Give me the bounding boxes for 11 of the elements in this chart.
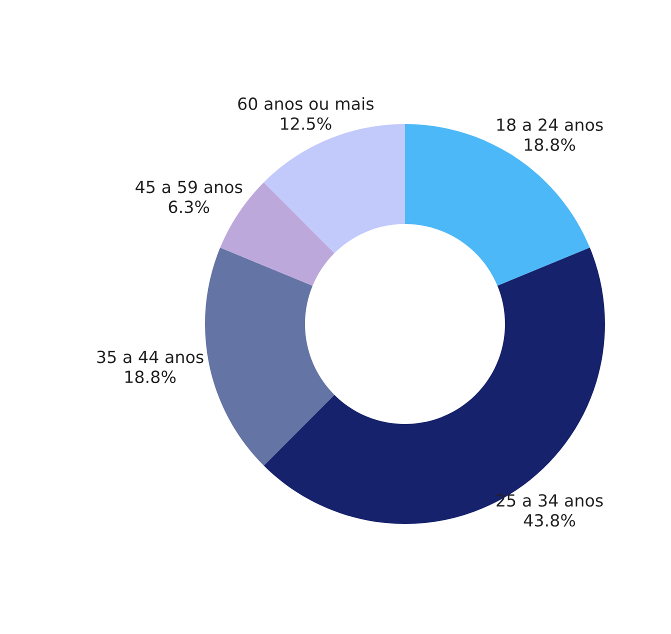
slice-label: 45 a 59 anos xyxy=(136,180,242,194)
data-label: 12.5% xyxy=(281,117,332,130)
data-label: 43.8% xyxy=(524,514,576,527)
slice-label: 18 a 24 anos xyxy=(497,118,603,132)
slice-label: 60 anos ou mais xyxy=(238,97,374,110)
data-label: 18.8% xyxy=(524,138,576,151)
data-label: 18.8% xyxy=(125,370,176,384)
slice-label: 35 a 44 anos xyxy=(97,350,204,364)
data-label: 6.3% xyxy=(168,200,210,214)
slice-label: 25 a 34 anos xyxy=(496,494,603,507)
donut-slice xyxy=(205,248,334,466)
